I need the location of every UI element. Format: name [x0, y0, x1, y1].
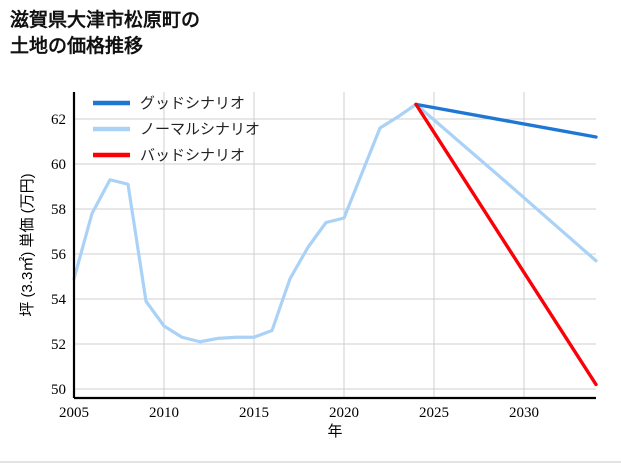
- title-line-1: 滋賀県大津市松原町の: [10, 10, 201, 31]
- y-axis-title: 坪 (3.3㎡) 単価 (万円): [19, 173, 36, 316]
- y-tick-label: 60: [51, 157, 66, 173]
- x-tick-label: 2005: [59, 405, 89, 421]
- y-tick-label: 50: [51, 382, 66, 398]
- x-tick-label: 2030: [509, 405, 539, 421]
- legend-label: ノーマルシナリオ: [140, 121, 260, 138]
- legend-label: バッドシナリオ: [140, 147, 245, 164]
- series-line: [72, 102, 598, 344]
- y-tick-label: 58: [51, 202, 66, 218]
- x-tick-label: 2015: [239, 405, 269, 421]
- x-tick-label: 2020: [329, 405, 359, 421]
- y-tick-label: 52: [51, 337, 66, 353]
- y-tick-label: 54: [51, 292, 67, 308]
- gridline-group: [73, 92, 596, 398]
- y-tick-label: 62: [51, 112, 66, 128]
- axis-group: [72, 92, 596, 400]
- series-group: [72, 102, 598, 387]
- title-line-2: 土地の価格推移: [10, 36, 144, 58]
- x-axis-title: 年: [327, 423, 342, 440]
- x-tick-label: 2025: [419, 405, 449, 421]
- x-tick-label-group: 2005 2010 2015 2020 2025 2030: [59, 405, 539, 421]
- series-line: [414, 102, 598, 139]
- y-tick-label: 56: [51, 247, 67, 263]
- y-tick-label-group: 50 52 54 56 58 60 62: [51, 112, 67, 398]
- legend-label: グッドシナリオ: [140, 95, 245, 112]
- series-line: [414, 102, 598, 387]
- x-tick-label: 2010: [149, 405, 179, 421]
- page-title: 滋賀県大津市松原町の 土地の価格推移: [10, 8, 510, 60]
